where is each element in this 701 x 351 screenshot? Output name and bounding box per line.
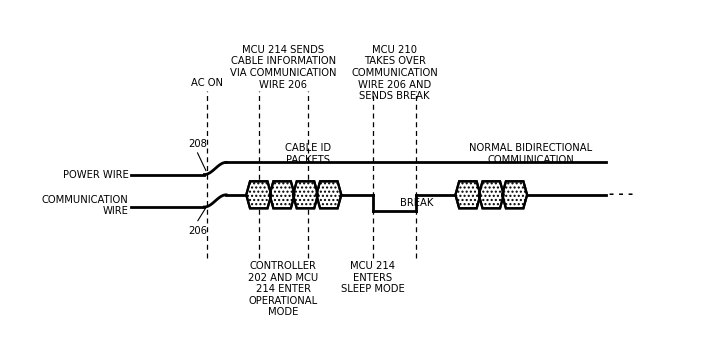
Text: BREAK: BREAK	[400, 198, 433, 208]
Text: 208: 208	[188, 139, 207, 149]
Text: CABLE ID
PACKETS: CABLE ID PACKETS	[285, 144, 331, 165]
Text: MCU 214
ENTERS
SLEEP MODE: MCU 214 ENTERS SLEEP MODE	[341, 261, 404, 294]
Text: MCU 210
TAKES OVER
COMMUNICATION
WIRE 206 AND
SENDS BREAK: MCU 210 TAKES OVER COMMUNICATION WIRE 20…	[351, 45, 438, 101]
Text: POWER WIRE: POWER WIRE	[62, 170, 128, 180]
Text: COMMUNICATION
WIRE: COMMUNICATION WIRE	[41, 195, 128, 217]
Polygon shape	[479, 181, 504, 208]
Text: - - -: - - -	[609, 188, 633, 201]
Text: MCU 214 SENDS
CABLE INFORMATION
VIA COMMUNICATION
WIRE 206: MCU 214 SENDS CABLE INFORMATION VIA COMM…	[230, 45, 336, 90]
Polygon shape	[293, 181, 318, 208]
Polygon shape	[246, 181, 271, 208]
Polygon shape	[270, 181, 294, 208]
Text: NORMAL BIDIRECTIONAL
COMMUNICATION: NORMAL BIDIRECTIONAL COMMUNICATION	[469, 144, 592, 165]
Text: AC ON: AC ON	[191, 78, 223, 88]
Polygon shape	[456, 181, 480, 208]
Text: 206: 206	[188, 226, 207, 236]
Polygon shape	[316, 181, 341, 208]
Polygon shape	[502, 181, 527, 208]
Text: CONTROLLER
202 AND MCU
214 ENTER
OPERATIONAL
MODE: CONTROLLER 202 AND MCU 214 ENTER OPERATI…	[248, 261, 318, 317]
